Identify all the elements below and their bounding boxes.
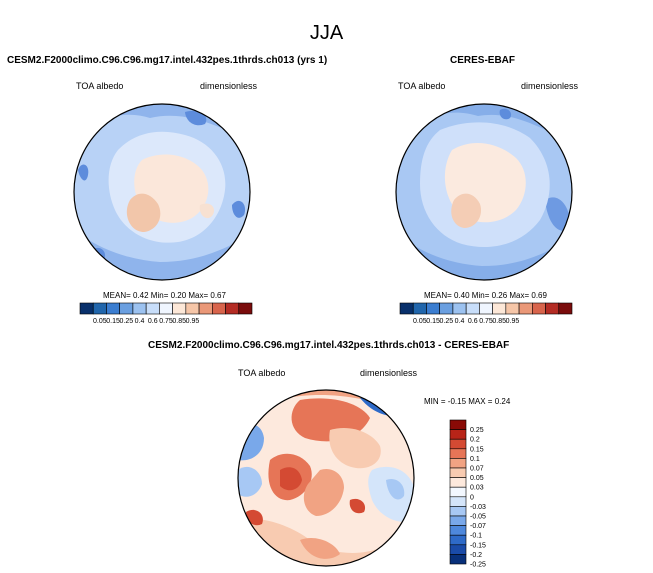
obs-colorbar-tick-label: 0.25: [439, 318, 453, 325]
diff-colorbar-swatch: [449, 486, 467, 498]
diff-colorbar-tick-label: -0.07: [470, 523, 486, 530]
diff-colorbar-swatch: [449, 515, 467, 526]
obs-colorbar-swatch: [399, 302, 414, 315]
diff-map: [237, 389, 415, 567]
obs-colorbar-swatch: [492, 302, 507, 315]
model-stats: MEAN= 0.42 Min= 0.20 Max= 0.67: [103, 291, 226, 300]
obs-colorbar-tick-label: 0.15: [426, 318, 440, 325]
diff-colorbar: 0.25 0.2 0.15 0.1 0.07 0.05 0.03 0 -0.03 -0.05 -0.…: [449, 419, 486, 569]
model-colorbar-tick-label: 0.25: [119, 318, 133, 325]
diff-colorbar-swatch: [449, 554, 467, 565]
obs-map: [395, 103, 573, 281]
model-colorbar-swatch: [159, 302, 173, 315]
obs-colorbar-swatch: [465, 302, 480, 315]
diff-colorbar-swatch: [449, 477, 467, 488]
diff-colorbar-swatch: [449, 506, 467, 517]
obs-colorbar-swatch: [518, 302, 533, 315]
obs-colorbar-swatch: [479, 302, 493, 315]
model-colorbar-tick-label: 0.75: [159, 318, 173, 325]
diff-colorbar-swatch: [449, 448, 467, 459]
model-units-label: dimensionless: [200, 81, 258, 91]
model-colorbar-tick-label: 0.85: [172, 318, 186, 325]
obs-colorbar-tick-label: 0.4: [455, 318, 465, 325]
diff-colorbar-tick-label: -0.1: [470, 533, 482, 540]
diff-colorbar-tick-label: 0: [470, 494, 474, 501]
diff-colorbar-swatch: [449, 438, 467, 450]
obs-colorbar-swatch: [412, 302, 427, 315]
diff-units-label: dimensionless: [360, 368, 418, 378]
diff-colorbar-tick-label: 0.2: [470, 437, 480, 444]
obs-stats: MEAN= 0.40 Min= 0.26 Max= 0.69: [424, 291, 547, 300]
page-title: JJA: [309, 22, 344, 44]
diff-panel-title: CESM2.F2000climo.C96.C96.mg17.intel.432p…: [148, 340, 510, 351]
diff-colorbar-tick-label: -0.15: [470, 542, 486, 549]
diff-colorbar-swatch: [449, 458, 467, 469]
diff-colorbar-tick-label: -0.25: [470, 562, 486, 569]
obs-panel-title: CERES-EBAF: [450, 55, 516, 66]
obs-variable-label: TOA albedo: [398, 81, 446, 91]
obs-colorbar-swatch: [439, 302, 454, 315]
obs-colorbar-swatch: [545, 302, 560, 315]
obs-colorbar-swatch: [452, 302, 467, 315]
diff-colorbar-tick-label: -0.2: [470, 552, 482, 559]
obs-colorbar-tick-label: 0.6: [468, 318, 478, 325]
diff-stats: MIN = -0.15 MAX = 0.24: [424, 397, 511, 406]
diff-colorbar-swatch: [449, 534, 467, 546]
model-panel-title: CESM2.F2000climo.C96.C96.mg17.intel.432p…: [7, 55, 328, 66]
obs-colorbar-swatch: [558, 302, 573, 315]
diff-colorbar-swatch: [449, 419, 467, 430]
model-colorbar-swatch: [79, 302, 94, 315]
obs-colorbar: 0.05 0.15 0.25 0.4 0.6 0.75 0.85 0.95: [399, 302, 573, 325]
model-colorbar-swatch: [132, 302, 147, 315]
diff-colorbar-tick-label: 0.07: [470, 466, 484, 473]
diff-colorbar-tick-label: -0.03: [470, 504, 486, 511]
obs-colorbar-tick-label: 0.75: [479, 318, 493, 325]
model-colorbar-tick-label: 0.95: [186, 318, 200, 325]
diff-colorbar-tick-label: 0.03: [470, 485, 484, 492]
model-colorbar-tick-label: 0.6: [148, 318, 158, 325]
model-colorbar-tick-label: 0.15: [106, 318, 120, 325]
model-colorbar-swatch: [212, 302, 226, 315]
diff-colorbar-swatch: [449, 525, 467, 536]
diff-colorbar-tick-label: 0.15: [470, 446, 484, 453]
diff-colorbar-swatch: [449, 467, 467, 478]
diff-colorbar-swatch: [449, 429, 467, 440]
model-colorbar-swatch: [225, 302, 240, 315]
diff-colorbar-tick-label: 0.05: [470, 475, 484, 482]
obs-colorbar-swatch: [505, 302, 520, 315]
model-map: [73, 103, 251, 281]
model-colorbar: 0.05 0.15 0.25 0.4 0.6 0.75 0.85 0.95: [79, 302, 253, 325]
model-colorbar-swatch: [119, 302, 134, 315]
diff-colorbar-tick-label: -0.05: [470, 514, 486, 521]
model-colorbar-swatch: [106, 302, 120, 315]
model-colorbar-swatch: [198, 302, 213, 315]
model-colorbar-swatch: [92, 302, 107, 315]
diff-colorbar-swatch: [449, 496, 467, 507]
obs-colorbar-tick-label: 0.05: [413, 318, 427, 325]
obs-colorbar-tick-label: 0.95: [506, 318, 520, 325]
obs-colorbar-tick-label: 0.85: [492, 318, 506, 325]
model-colorbar-tick-label: 0.4: [135, 318, 145, 325]
diff-colorbar-tick-label: 0.25: [470, 427, 484, 434]
obs-units-label: dimensionless: [521, 81, 579, 91]
diff-colorbar-swatch: [449, 544, 467, 555]
model-colorbar-swatch: [238, 302, 253, 315]
model-colorbar-tick-label: 0.05: [93, 318, 107, 325]
model-colorbar-swatch: [172, 302, 187, 315]
diff-colorbar-tick-label: 0.1: [470, 456, 480, 463]
model-colorbar-swatch: [185, 302, 200, 315]
obs-colorbar-swatch: [532, 302, 546, 315]
obs-colorbar-swatch: [426, 302, 440, 315]
model-variable-label: TOA albedo: [76, 81, 124, 91]
model-colorbar-swatch: [145, 302, 160, 315]
diff-variable-label: TOA albedo: [238, 368, 286, 378]
